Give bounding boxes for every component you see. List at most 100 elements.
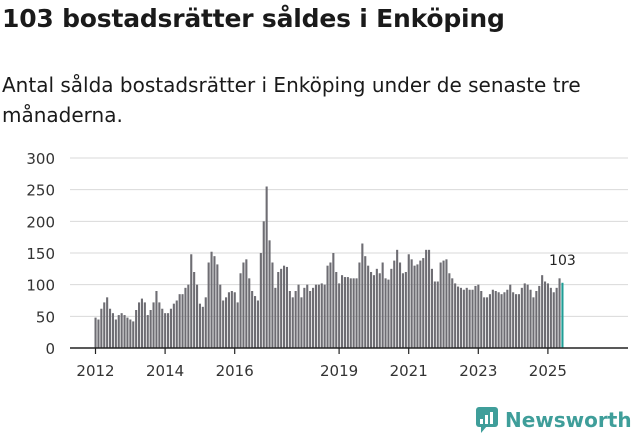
bar — [529, 289, 532, 348]
bar — [210, 251, 213, 348]
bar — [120, 313, 123, 348]
newsworthy-logo-icon — [476, 407, 498, 433]
bar — [140, 298, 143, 348]
bar — [242, 262, 245, 348]
newsworthy-logo-text: Newsworthy — [505, 408, 631, 432]
bar — [225, 297, 228, 348]
bar — [483, 297, 486, 348]
y-tick-label: 250 — [26, 182, 55, 200]
bar — [146, 315, 149, 348]
bar — [97, 319, 100, 348]
bar — [135, 310, 138, 348]
bar — [306, 284, 309, 348]
bar — [149, 310, 152, 348]
bar — [396, 249, 399, 348]
y-tick-label: 150 — [26, 245, 55, 263]
bar — [558, 278, 561, 348]
bar — [117, 315, 120, 348]
bar — [468, 289, 471, 348]
y-tick-label: 100 — [26, 277, 55, 295]
bar — [167, 313, 170, 348]
y-tick-label: 50 — [36, 308, 55, 326]
bar — [213, 256, 216, 348]
x-tick-label: 2023 — [459, 362, 497, 380]
bar — [448, 273, 451, 348]
bar — [471, 289, 474, 348]
bar — [201, 306, 204, 348]
bar — [520, 287, 523, 348]
bar — [126, 317, 129, 348]
bar — [288, 291, 291, 348]
bar — [428, 249, 431, 348]
bar — [196, 284, 199, 348]
bar — [309, 291, 312, 348]
bar — [155, 291, 158, 348]
bar — [367, 265, 370, 348]
bar — [404, 272, 407, 348]
bar — [335, 272, 338, 348]
bar — [457, 286, 460, 348]
bar — [198, 303, 201, 348]
bar — [280, 268, 283, 348]
bar — [517, 294, 520, 348]
bar — [358, 262, 361, 348]
bar — [111, 313, 114, 348]
bar — [312, 287, 315, 348]
bar — [535, 291, 538, 348]
bar — [164, 313, 167, 348]
bar — [401, 273, 404, 348]
bar — [172, 303, 175, 348]
bar — [544, 281, 547, 348]
bar — [390, 268, 393, 348]
bar — [262, 221, 265, 348]
bar — [332, 253, 335, 348]
bar — [372, 275, 375, 348]
bar — [320, 283, 323, 348]
bar — [94, 317, 97, 348]
bar — [375, 268, 378, 348]
bar — [239, 273, 242, 348]
bar — [323, 284, 326, 348]
bar — [103, 302, 106, 348]
bar — [204, 297, 207, 348]
bar — [285, 266, 288, 348]
bar — [100, 308, 103, 348]
bar — [425, 249, 428, 348]
bar — [393, 260, 396, 348]
x-tick-label: 2025 — [529, 362, 567, 380]
bar — [526, 284, 529, 348]
bar — [494, 291, 497, 348]
bar — [378, 273, 381, 348]
bar — [488, 294, 491, 348]
bar — [277, 272, 280, 348]
bar — [503, 292, 506, 348]
bar — [184, 287, 187, 348]
bar — [538, 285, 541, 348]
bar — [268, 240, 271, 348]
bar — [207, 262, 210, 348]
bar — [219, 284, 222, 348]
bar — [451, 278, 454, 348]
bar — [532, 297, 535, 348]
bar-chart: 300 250 200 150 100 50 0 2012 2014 2016 2019 2021 20… — [26, 150, 628, 380]
bar — [152, 302, 155, 348]
x-tick-label: 2021 — [390, 362, 428, 380]
bar — [181, 294, 184, 348]
bar — [352, 278, 355, 348]
chart-title: 103 bostadsrätter såldes i Enköping — [2, 4, 505, 33]
bar — [329, 262, 332, 348]
bar — [161, 308, 164, 348]
newsworthy-logo: Newsworthy — [475, 406, 631, 434]
bar — [399, 262, 402, 348]
highlight-value-label: 103 — [549, 253, 576, 269]
bar — [341, 275, 344, 348]
y-tick-label: 200 — [26, 213, 55, 231]
bar — [346, 277, 349, 348]
bar — [132, 321, 135, 348]
bar — [303, 287, 306, 348]
bar — [271, 262, 274, 348]
bar — [384, 278, 387, 348]
bar — [222, 300, 225, 348]
bar — [523, 283, 526, 348]
bar — [486, 297, 489, 348]
